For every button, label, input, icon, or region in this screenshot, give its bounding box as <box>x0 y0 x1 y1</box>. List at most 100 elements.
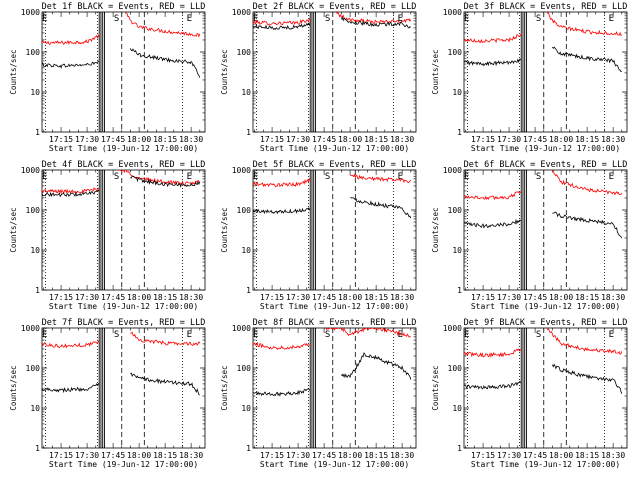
x-tick-label: 18:15 <box>153 451 177 460</box>
y-axis-label: Counts/sec <box>220 365 229 410</box>
x-tick-label: 17:15 <box>260 293 284 302</box>
x-tick-label: 17:15 <box>49 293 73 302</box>
x-tick-label: 17:30 <box>497 451 521 460</box>
lld-series-line <box>350 173 412 184</box>
x-axis-label: Start Time (19-Jun-12 17:00:00) <box>471 302 620 311</box>
x-tick-label: 17:30 <box>497 135 521 144</box>
x-tick-label: 18:15 <box>153 135 177 144</box>
marker-label: E <box>609 172 614 182</box>
x-tick-label: 18:30 <box>179 293 203 302</box>
y-tick-label: 1000 <box>232 166 251 175</box>
x-tick-label: 18:30 <box>601 135 625 144</box>
x-tick-label: 17:30 <box>75 135 99 144</box>
lld-series-line <box>253 177 311 188</box>
y-tick-label: 100 <box>26 206 41 215</box>
detector-panel: Det 5f BLACK = Events, RED = LLD 1 10 100 10… <box>220 160 417 311</box>
y-tick-label: 1 <box>35 286 40 295</box>
y-tick-label: 1 <box>457 128 462 137</box>
events-series-line <box>464 218 522 229</box>
x-axis-label: Start Time (19-Jun-12 17:00:00) <box>471 460 620 469</box>
events-series-line <box>464 381 522 390</box>
lld-series-line <box>124 12 201 38</box>
y-tick-label: 100 <box>448 48 463 57</box>
y-axis-label: Counts/sec <box>9 49 18 94</box>
x-tick-label: 18:15 <box>364 451 388 460</box>
x-tick-label: 18:30 <box>179 451 203 460</box>
plot-frame <box>252 11 417 133</box>
panel-title: Det 7f BLACK = Events, RED = LLD <box>42 318 206 328</box>
x-tick-label: 18:00 <box>338 135 362 144</box>
x-tick-label: 17:30 <box>286 135 310 144</box>
x-tick-label: 18:00 <box>549 135 573 144</box>
y-tick-label: 100 <box>237 48 252 57</box>
events-series-line <box>42 190 100 198</box>
events-series-line <box>552 211 623 239</box>
y-tick-label: 1 <box>35 128 40 137</box>
x-tick-label: 18:30 <box>390 451 414 460</box>
detector-panel: Det 8f BLACK = Events, RED = LLD 1 10 100 10… <box>220 318 417 469</box>
y-axis-label: Counts/sec <box>431 207 440 252</box>
marker-label: E <box>464 330 469 340</box>
lld-series-line <box>42 340 100 349</box>
events-series-line <box>253 207 311 215</box>
events-series-line <box>464 58 522 67</box>
detector-panel: Det 7f BLACK = Events, RED = LLD 1 10 100 10… <box>9 318 206 469</box>
x-tick-label: 18:30 <box>179 135 203 144</box>
y-tick-label: 10 <box>241 246 251 255</box>
x-tick-label: 18:15 <box>153 293 177 302</box>
y-tick-label: 100 <box>26 364 41 373</box>
panel-title: Det 3f BLACK = Events, RED = LLD <box>464 2 628 12</box>
y-tick-label: 10 <box>30 404 40 413</box>
x-tick-label: 18:15 <box>575 293 599 302</box>
events-series-line <box>552 46 622 73</box>
detector-panel: Det 1f BLACK = Events, RED = LLD 1 10 100 10… <box>9 2 206 153</box>
x-tick-label: 18:15 <box>575 451 599 460</box>
marker-label: S <box>114 14 119 24</box>
marker-label: E <box>42 330 47 340</box>
y-axis-label: Counts/sec <box>220 207 229 252</box>
y-tick-label: 1000 <box>232 8 251 17</box>
events-series-line <box>130 175 201 188</box>
lld-series-line <box>325 328 411 338</box>
panel-title: Det 2f BLACK = Events, RED = LLD <box>253 2 417 12</box>
panel-title: Det 9f BLACK = Events, RED = LLD <box>464 318 628 328</box>
detector-panel: Det 6f BLACK = Events, RED = LLD 1 10 100 10… <box>431 160 628 311</box>
x-tick-label: 17:15 <box>471 293 495 302</box>
x-tick-label: 18:00 <box>127 451 151 460</box>
y-tick-label: 10 <box>452 404 462 413</box>
marker-label: E <box>42 14 47 24</box>
lld-series-line <box>253 341 311 350</box>
x-tick-label: 17:30 <box>75 451 99 460</box>
plot-frame <box>41 327 206 449</box>
y-tick-label: 1000 <box>21 324 40 333</box>
y-tick-label: 1 <box>246 286 251 295</box>
x-tick-label: 18:30 <box>601 293 625 302</box>
lld-series-line <box>552 170 623 196</box>
y-tick-label: 10 <box>452 246 462 255</box>
marker-label: E <box>187 330 192 340</box>
x-axis-label: Start Time (19-Jun-12 17:00:00) <box>260 460 409 469</box>
marker-label: E <box>187 172 192 182</box>
y-tick-label: 1 <box>246 128 251 137</box>
y-tick-label: 1 <box>246 444 251 453</box>
y-tick-label: 1 <box>457 444 462 453</box>
x-tick-label: 18:30 <box>390 293 414 302</box>
x-axis-label: Start Time (19-Jun-12 17:00:00) <box>49 144 198 153</box>
marker-label: E <box>398 330 403 340</box>
x-axis-label: Start Time (19-Jun-12 17:00:00) <box>49 460 198 469</box>
plot-frame <box>463 11 628 133</box>
x-tick-label: 17:15 <box>260 135 284 144</box>
x-tick-label: 17:15 <box>471 135 495 144</box>
plot-frame <box>463 327 628 449</box>
lld-series-line <box>335 12 412 24</box>
y-tick-label: 10 <box>30 246 40 255</box>
events-series-line <box>253 388 311 397</box>
panel-title: Det 5f BLACK = Events, RED = LLD <box>253 160 417 170</box>
x-tick-label: 18:00 <box>338 451 362 460</box>
x-tick-label: 17:15 <box>49 135 73 144</box>
y-tick-label: 100 <box>237 364 252 373</box>
marker-label: E <box>253 172 258 182</box>
events-series-line <box>341 16 411 29</box>
y-axis-label: Counts/sec <box>9 207 18 252</box>
